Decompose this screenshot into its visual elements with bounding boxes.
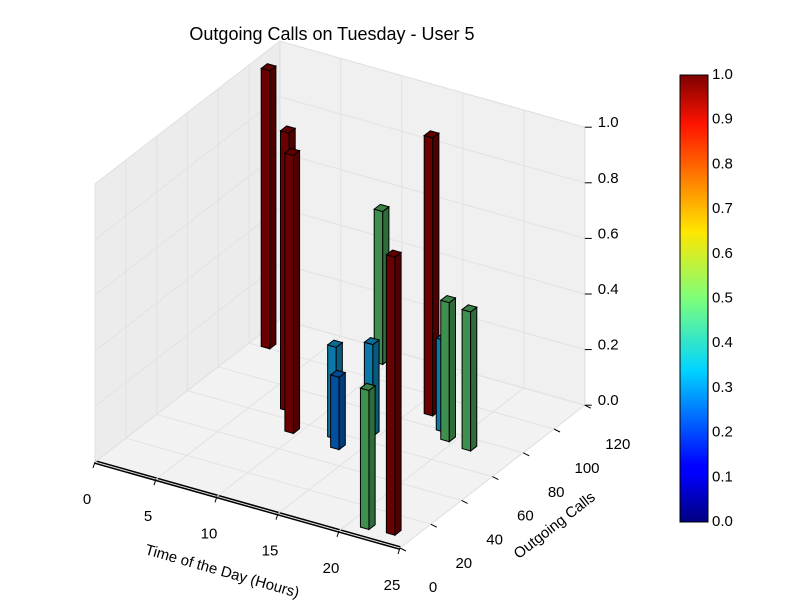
bar-front <box>330 374 340 451</box>
bar-front <box>359 387 370 531</box>
x-tick <box>397 547 401 555</box>
x-tick <box>336 530 340 537</box>
y-tick <box>522 452 530 457</box>
z-tick-label: 0.0 <box>598 392 619 409</box>
x-tick-label: 20 <box>323 560 340 577</box>
colorbar-tick-label: 1.0 <box>712 66 733 83</box>
bar-side <box>448 296 456 443</box>
bar-top <box>326 339 344 348</box>
z-tick-label: 0.2 <box>598 337 619 354</box>
bar-front <box>423 134 434 417</box>
x-tick <box>153 479 157 486</box>
grid-line <box>94 96 585 240</box>
chart-title: Outgoing Calls on Tuesday - User 5 <box>189 24 474 44</box>
bar-top <box>363 336 381 346</box>
y-tick-label: 40 <box>486 531 503 548</box>
bar-front <box>260 67 271 350</box>
bars <box>260 63 478 537</box>
bar-side <box>338 371 346 451</box>
bar <box>460 304 478 452</box>
x-tick-label: 5 <box>144 508 152 525</box>
x-tick <box>275 513 279 520</box>
colorbar-tick-label: 0.2 <box>712 424 733 441</box>
bar-front <box>440 299 450 443</box>
y-tick <box>492 476 499 481</box>
bar-side <box>269 65 277 350</box>
z-tick-label: 0.8 <box>598 170 619 187</box>
y-tick-label: 120 <box>605 436 630 453</box>
bar-side <box>292 149 301 435</box>
colorbar-tick-label: 0.0 <box>712 513 733 530</box>
bar-side <box>394 251 402 537</box>
y-tick <box>399 547 407 552</box>
colorbar <box>679 74 709 523</box>
y-tick <box>553 428 561 433</box>
colorbar-tick-label: 0.8 <box>712 155 733 172</box>
z-tick-label: 0.4 <box>598 281 619 298</box>
bar <box>439 294 457 443</box>
bar-top <box>329 369 347 378</box>
bar-front <box>284 152 294 435</box>
bar-front <box>385 254 396 536</box>
z-tick-label: 1.0 <box>598 114 619 131</box>
bar-side <box>470 306 478 452</box>
colorbar-tick-label: 0.3 <box>712 379 733 396</box>
bar-top <box>423 130 440 139</box>
colorbar-tick-label: 0.1 <box>712 468 733 485</box>
y-tick-label: 80 <box>548 484 565 501</box>
y-tick <box>461 499 468 504</box>
x-tick <box>92 461 96 469</box>
y-tick-label: 60 <box>517 508 534 525</box>
bar-top <box>385 249 403 258</box>
y-tick-label: 100 <box>574 460 599 477</box>
y-tick <box>430 523 438 528</box>
bar <box>283 147 301 435</box>
bar-top <box>460 304 478 313</box>
z-tick-label: 0.6 <box>598 225 619 242</box>
x-tick-label: 10 <box>201 525 218 542</box>
bar-side <box>368 384 376 531</box>
y-tick-label: 0 <box>429 579 437 596</box>
grid-line <box>94 263 585 407</box>
bar-top <box>283 147 301 157</box>
bar-top <box>439 294 457 304</box>
bar-top <box>279 125 297 134</box>
x-tick-label: 0 <box>83 491 91 508</box>
bar <box>385 249 403 537</box>
grid-line <box>94 151 585 296</box>
colorbar-tick-label: 0.4 <box>712 334 733 351</box>
bar-front <box>461 308 472 452</box>
x-tick-label: 25 <box>384 577 401 594</box>
x-tick-label: 15 <box>262 543 279 560</box>
bar <box>329 369 347 451</box>
bar-top <box>260 63 277 72</box>
bar-top <box>373 203 390 213</box>
colorbar-tick-label: 0.7 <box>712 200 733 217</box>
grid-line <box>94 40 585 185</box>
bar-top <box>359 382 377 392</box>
colorbar-tick-label: 0.9 <box>712 111 733 128</box>
grid-line <box>94 318 585 463</box>
colorbar-tick-label: 0.6 <box>712 245 733 262</box>
grid-line <box>94 207 585 352</box>
y-tick-label: 20 <box>455 555 472 572</box>
bar <box>260 63 277 350</box>
colorbar-tick-label: 0.5 <box>712 289 733 306</box>
x-tick <box>214 496 218 503</box>
bar <box>359 382 377 531</box>
